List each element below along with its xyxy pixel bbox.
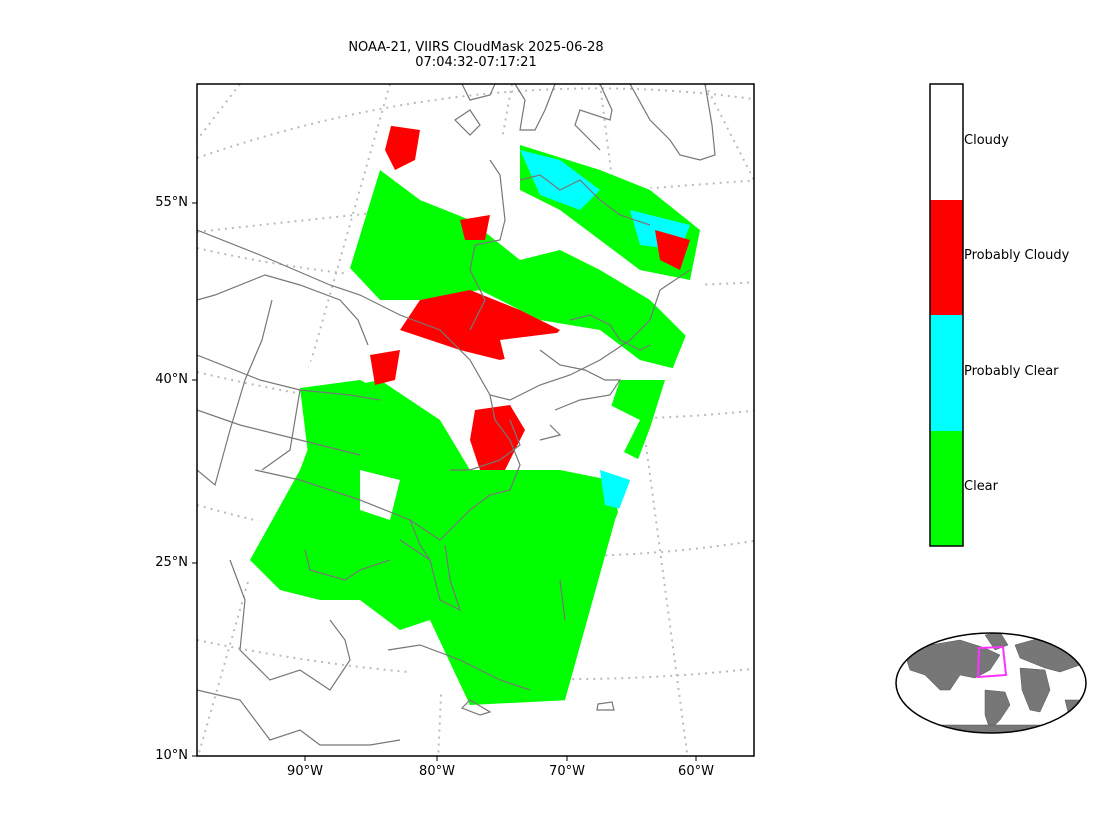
colorbar-clear xyxy=(930,431,963,546)
coastlines xyxy=(197,84,716,746)
lat-tick-label: 40°N xyxy=(155,372,188,387)
probably-clear-region xyxy=(600,470,630,510)
map-title-line2: 07:04:32-07:17:21 xyxy=(415,55,537,70)
inset-south-america xyxy=(984,689,1011,731)
lon-tick-label: 70°W xyxy=(549,764,585,779)
cloudy-region xyxy=(360,470,400,520)
cloudmask-swath xyxy=(240,122,712,718)
lon-tick-label: 60°W xyxy=(678,764,714,779)
inset-africa xyxy=(1019,667,1051,713)
legend-label-cloudy: Cloudy xyxy=(964,133,1009,148)
map-title: NOAA-21, VIIRS CloudMask 2025-06-28 07:0… xyxy=(196,40,756,70)
lon-tick-label: 90°W xyxy=(287,764,323,779)
inset-greenland xyxy=(984,633,1009,651)
probably-cloudy-region xyxy=(370,350,400,385)
map-title-line1: NOAA-21, VIIRS CloudMask 2025-06-28 xyxy=(348,40,604,55)
cloudy-region xyxy=(540,400,640,460)
axis-ticks xyxy=(192,202,697,761)
cloudy-region xyxy=(430,140,520,200)
lat-tick-label: 10°N xyxy=(155,748,188,763)
map-frame xyxy=(196,83,755,757)
legend-label-probably-cloudy: Probably Cloudy xyxy=(964,248,1070,263)
inset-north-america xyxy=(904,639,1001,691)
probably-cloudy-region xyxy=(470,405,525,470)
legend-label-probably-clear: Probably Clear xyxy=(964,364,1059,379)
colorbar-probably-clear xyxy=(930,315,963,431)
colorbar-cloudy xyxy=(930,84,963,200)
probably-clear-region xyxy=(520,150,600,210)
probably-cloudy-region xyxy=(655,230,690,270)
probably-cloudy-region xyxy=(460,215,490,240)
inset-swath-outline xyxy=(976,645,1008,679)
legend-label-clear: Clear xyxy=(964,479,998,494)
lat-tick-label: 25°N xyxy=(155,555,188,570)
colorbar-probably-cloudy xyxy=(930,200,963,315)
probably-cloudy-region xyxy=(385,125,420,170)
lat-tick-label: 55°N xyxy=(155,195,188,210)
map-panel xyxy=(197,84,754,756)
colorbar xyxy=(929,83,964,547)
lon-tick-label: 80°W xyxy=(419,764,455,779)
globe-inset xyxy=(895,632,1087,734)
clear-region xyxy=(350,170,690,370)
colorbar-frame xyxy=(929,83,964,547)
